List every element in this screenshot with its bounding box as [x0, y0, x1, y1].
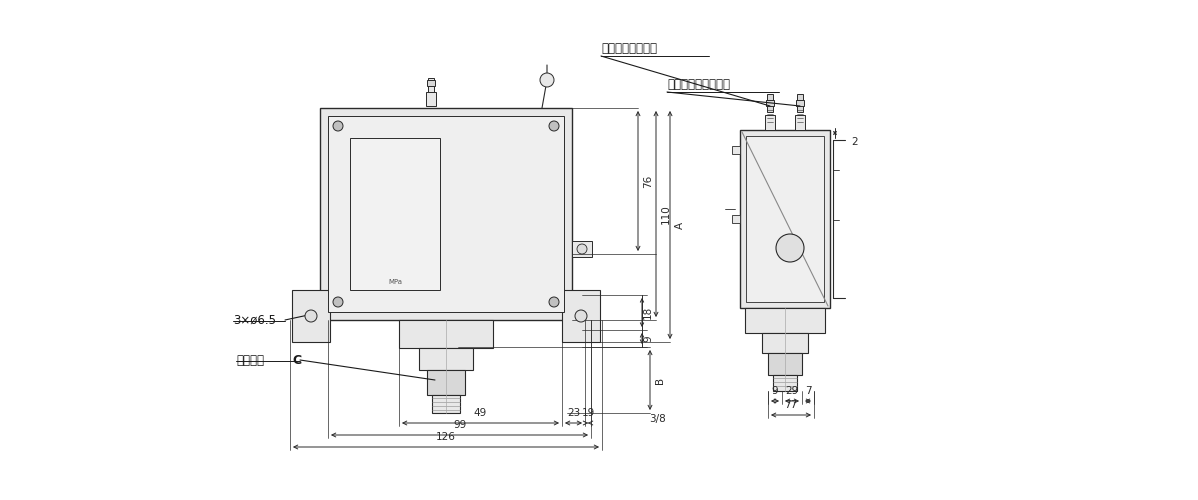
- Text: 9: 9: [772, 386, 779, 396]
- Text: 3×ø6.5: 3×ø6.5: [232, 314, 276, 326]
- Bar: [766, 100, 774, 106]
- Text: 19: 19: [581, 408, 594, 418]
- Text: 設定圧力調整ボルト: 設定圧力調整ボルト: [667, 78, 730, 91]
- Text: 77: 77: [785, 400, 798, 410]
- Circle shape: [575, 310, 587, 322]
- Bar: [732, 146, 740, 154]
- Bar: [773, 375, 797, 391]
- Bar: [320, 108, 571, 320]
- Circle shape: [577, 244, 587, 254]
- Bar: [766, 115, 775, 130]
- Circle shape: [549, 121, 559, 131]
- Text: 23: 23: [567, 408, 580, 418]
- Text: 3/8: 3/8: [649, 414, 666, 424]
- Text: 2: 2: [852, 137, 858, 147]
- Bar: [426, 370, 465, 395]
- Bar: [732, 215, 740, 223]
- Bar: [797, 94, 803, 112]
- Bar: [428, 78, 434, 92]
- Text: 六觓対辺: 六觓対辺: [236, 354, 264, 366]
- Bar: [419, 348, 473, 370]
- Text: MPa: MPa: [388, 279, 403, 285]
- Text: 110: 110: [661, 204, 671, 224]
- Circle shape: [333, 121, 343, 131]
- Circle shape: [305, 310, 317, 322]
- Bar: [426, 92, 436, 106]
- Text: 7: 7: [805, 386, 811, 396]
- Text: B: B: [655, 376, 665, 384]
- Bar: [795, 100, 804, 106]
- Text: 49: 49: [474, 408, 488, 418]
- Circle shape: [333, 297, 343, 307]
- Bar: [795, 115, 805, 130]
- Circle shape: [540, 73, 553, 87]
- Bar: [350, 138, 440, 290]
- Bar: [746, 136, 824, 302]
- Bar: [399, 320, 494, 348]
- Bar: [767, 94, 773, 112]
- Bar: [328, 116, 564, 312]
- Bar: [432, 395, 460, 413]
- Bar: [571, 241, 592, 257]
- Text: 29: 29: [786, 386, 799, 396]
- Bar: [562, 290, 600, 342]
- Circle shape: [549, 297, 559, 307]
- Bar: [768, 353, 801, 375]
- Text: 18: 18: [643, 306, 653, 319]
- Bar: [292, 290, 329, 342]
- Text: 応差調整用ボルト: 応差調整用ボルト: [601, 42, 657, 55]
- Circle shape: [776, 234, 804, 262]
- Text: 76: 76: [643, 174, 653, 188]
- Bar: [740, 130, 830, 308]
- Text: A: A: [674, 222, 685, 228]
- Text: 126: 126: [436, 432, 456, 442]
- Text: 9: 9: [643, 335, 653, 342]
- Bar: [745, 308, 825, 333]
- Bar: [762, 333, 807, 353]
- Text: C: C: [292, 354, 301, 366]
- Text: 99: 99: [453, 420, 466, 430]
- Bar: [426, 80, 435, 86]
